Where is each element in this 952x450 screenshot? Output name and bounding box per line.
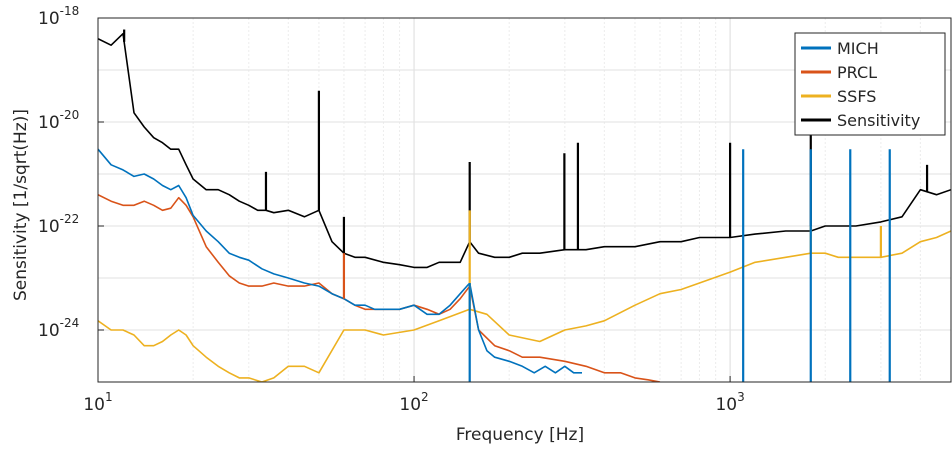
y-tick-labels: 10-24 10-22 10-20 10-18: [38, 4, 79, 341]
x-tick-label: 103: [715, 390, 744, 415]
x-tick-label: 101: [83, 390, 112, 415]
axis-frame: [97, 17, 952, 383]
legend-label-prcl: PRCL: [837, 63, 877, 82]
y-tick-label: 10-18: [38, 4, 79, 29]
x-tick-label: 102: [399, 390, 428, 415]
series-line-sensitivity: [98, 32, 951, 269]
y-tick-label: 10-20: [38, 108, 79, 133]
y-tick-label: 10-22: [38, 212, 79, 237]
legend-label-mich: MICH: [837, 39, 879, 58]
plot-frame: [97, 17, 952, 383]
legend-box: [794, 32, 946, 136]
y-axis-label: Sensitivity [1/sqrt(Hz)]: [11, 109, 31, 301]
legend-label-sensitivity: Sensitivity: [837, 111, 920, 130]
legend-label-ssfs: SSFS: [837, 87, 876, 106]
y-tick-label: 10-24: [38, 316, 79, 341]
legend: MICH PRCL SSFS Sensitivity: [794, 32, 946, 136]
x-axis-label: Frequency [Hz]: [456, 425, 584, 445]
series-line-mich: [98, 148, 582, 374]
series-layer: [98, 29, 951, 382]
x-tick-labels: 101 102 103: [83, 390, 744, 415]
